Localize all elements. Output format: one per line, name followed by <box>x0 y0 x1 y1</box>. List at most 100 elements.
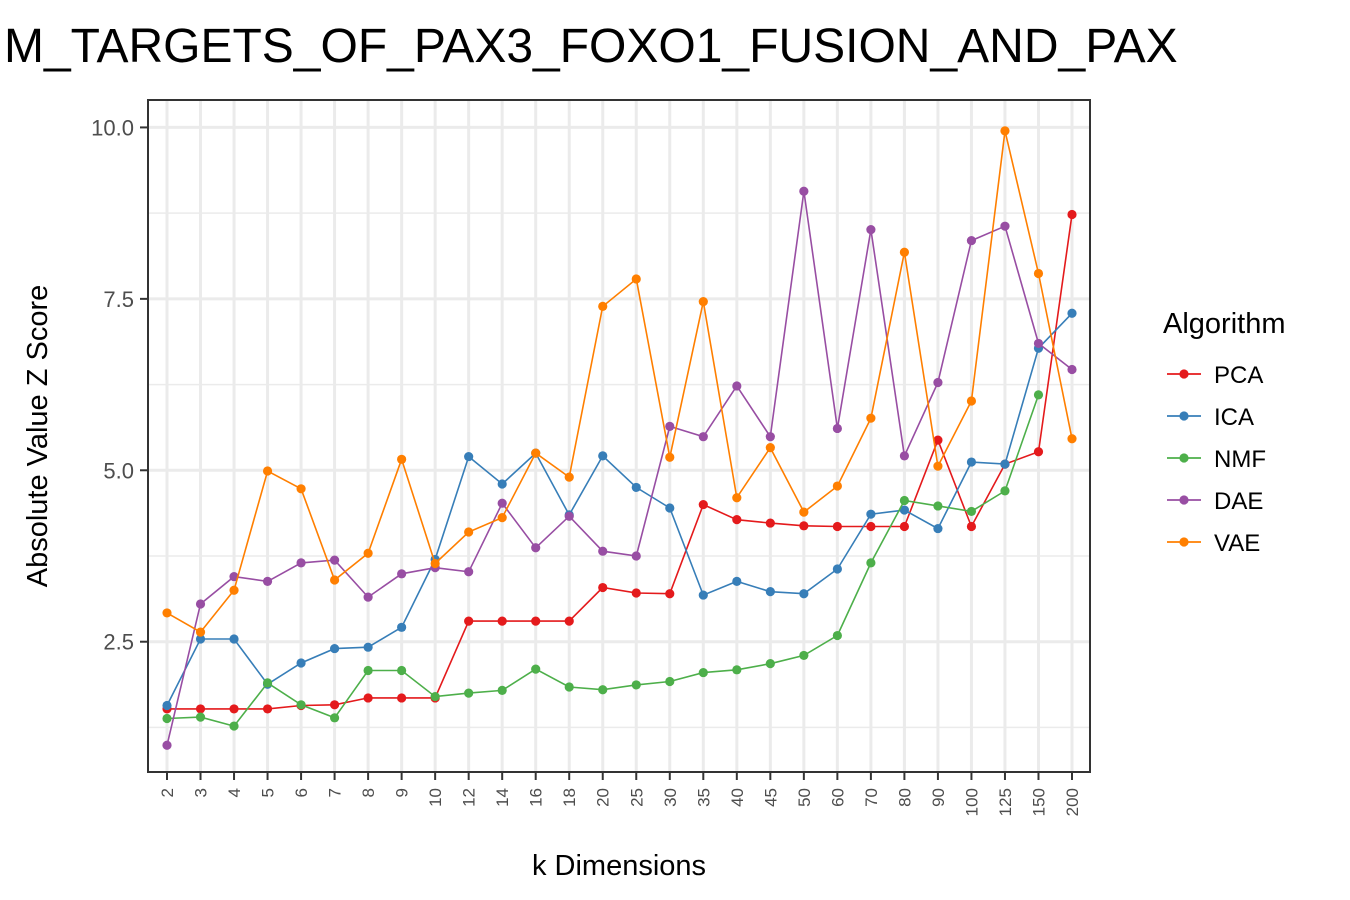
x-tick-label: 4 <box>225 788 244 797</box>
x-tick-label: 12 <box>460 788 479 807</box>
plot-border <box>147 99 1091 773</box>
data-point-pca <box>329 700 340 710</box>
data-point-dae <box>631 551 641 561</box>
x-tick-label: 16 <box>527 788 546 807</box>
data-point-vae <box>195 627 206 637</box>
x-tick-label: 90 <box>929 788 948 807</box>
data-point-dae <box>262 576 273 586</box>
data-point-nmf <box>933 501 943 511</box>
data-point-pca <box>732 515 742 525</box>
legend: Algorithm PCA ICA NMF DAE VAE <box>1163 308 1286 557</box>
data-point-nmf <box>229 721 239 731</box>
data-point-ica <box>866 509 876 519</box>
data-point-vae <box>1000 126 1010 136</box>
x-tick-label: 30 <box>661 788 680 807</box>
legend-key-point <box>1179 453 1189 463</box>
x-tick-label: 5 <box>259 788 278 797</box>
chart-title: M_TARGETS_OF_PAX3_FOXO1_FUSION_AND_PAX <box>4 20 1178 73</box>
data-point-ica <box>765 587 775 597</box>
data-point-nmf <box>262 678 273 688</box>
data-point-ica <box>832 564 842 574</box>
x-tick-label: 80 <box>895 788 914 807</box>
data-point-dae <box>698 432 708 442</box>
data-point-nmf <box>531 664 541 674</box>
data-point-dae <box>1033 338 1044 349</box>
legend-label-vae: VAE <box>1214 530 1260 557</box>
data-point-vae <box>598 301 608 311</box>
data-point-vae <box>866 413 876 423</box>
series-line-vae <box>166 130 1073 634</box>
data-point-nmf <box>799 650 809 661</box>
data-point-pca <box>933 435 943 445</box>
legend-item-dae: DAE <box>1167 488 1263 515</box>
data-point-ica <box>363 642 373 652</box>
series-nmf <box>162 390 1044 731</box>
y-tick-label: 5.0 <box>103 458 134 483</box>
data-point-nmf <box>598 685 608 695</box>
data-point-dae <box>363 592 373 602</box>
data-point-dae <box>933 377 943 388</box>
x-tick-label: 18 <box>560 788 579 807</box>
legend-item-nmf: NMF <box>1167 446 1266 473</box>
x-tick-label: 14 <box>493 788 512 807</box>
data-point-pca <box>866 521 876 532</box>
x-tick-label: 2 <box>158 788 177 797</box>
data-point-dae <box>799 186 809 196</box>
data-point-ica <box>497 479 507 489</box>
legend-item-ica: ICA <box>1167 404 1254 431</box>
x-tick-label: 8 <box>359 788 378 797</box>
x-tick-label: 125 <box>996 788 1015 816</box>
legend-title: Algorithm <box>1163 308 1286 340</box>
data-point-ica <box>1000 459 1010 469</box>
x-tick-label: 6 <box>292 788 311 797</box>
data-point-vae <box>899 247 910 257</box>
series-line-dae <box>166 191 1073 746</box>
data-point-dae <box>296 558 306 568</box>
x-tick-label: 7 <box>326 788 345 797</box>
series-dae <box>162 186 1077 750</box>
data-point-nmf <box>162 713 172 724</box>
legend-key-point <box>1179 411 1189 421</box>
legend-label-nmf: NMF <box>1214 446 1266 473</box>
data-point-pca <box>765 518 775 528</box>
data-point-vae <box>397 454 407 464</box>
data-point-vae <box>966 396 977 406</box>
data-point-dae <box>564 511 574 521</box>
x-tick-label: 3 <box>192 788 211 797</box>
y-tick-label: 2.5 <box>103 630 134 655</box>
data-point-pca <box>464 616 474 626</box>
data-point-vae <box>531 448 541 458</box>
data-point-dae <box>162 740 172 750</box>
legend-item-pca: PCA <box>1167 362 1263 389</box>
data-point-nmf <box>296 700 306 710</box>
data-point-pca <box>598 582 608 593</box>
series-line-ica <box>166 312 1073 706</box>
data-point-ica <box>598 451 608 461</box>
data-point-nmf <box>866 558 876 568</box>
data-point-ica <box>799 589 809 599</box>
data-point-dae <box>765 432 775 442</box>
x-tick-label: 100 <box>962 788 981 816</box>
y-tick-label: 7.5 <box>103 287 134 312</box>
x-tick-label: 35 <box>694 788 713 807</box>
data-point-pca <box>698 499 708 510</box>
data-point-dae <box>1067 364 1077 375</box>
data-point-nmf <box>363 665 373 676</box>
data-point-nmf <box>765 659 775 669</box>
data-point-nmf <box>1033 390 1044 400</box>
data-point-dae <box>866 225 876 235</box>
data-point-dae <box>464 567 474 577</box>
data-point-dae <box>598 546 608 556</box>
data-point-nmf <box>899 495 910 506</box>
data-point-dae <box>832 423 842 434</box>
legend-label-pca: PCA <box>1214 362 1263 389</box>
data-point-nmf <box>966 506 977 517</box>
data-point-nmf <box>631 680 641 690</box>
data-point-pca <box>363 693 373 703</box>
x-tick-label: 70 <box>862 788 881 807</box>
legend-item-vae: VAE <box>1167 530 1260 557</box>
data-point-nmf <box>195 712 206 722</box>
data-point-pca <box>1033 447 1044 457</box>
data-point-dae <box>966 235 977 246</box>
x-tick-label: 9 <box>393 788 412 797</box>
